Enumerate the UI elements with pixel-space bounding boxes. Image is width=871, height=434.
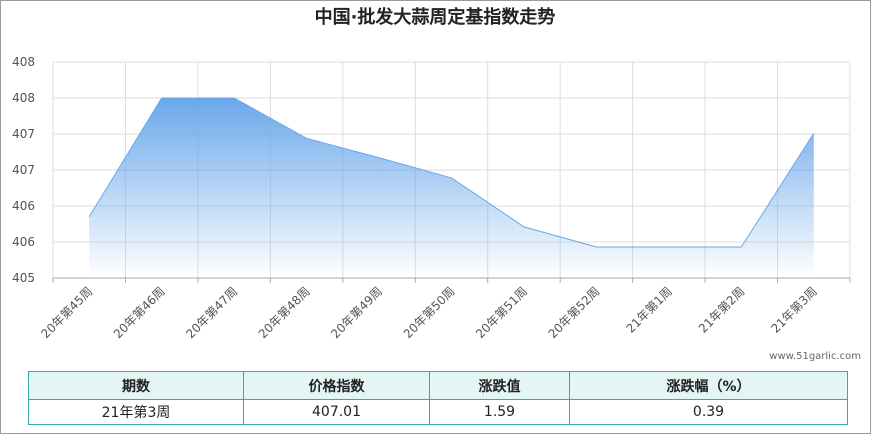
y-tick-label: 408	[12, 91, 35, 105]
line	[88, 97, 815, 248]
y-tick-label: 408	[12, 55, 35, 69]
x-tick-label: 20年第52周	[546, 284, 603, 341]
data-row: 21年第3周 407.01 1.59 0.39	[28, 399, 848, 425]
x-tick-label: 20年第51周	[473, 284, 530, 341]
x-tick-label: 20年第46周	[111, 284, 168, 341]
chart-title: 中国·批发大蒜周定基指数走势	[315, 6, 556, 28]
area	[89, 98, 814, 278]
header-cell: 价格指数	[243, 371, 430, 400]
y-tick-label: 406	[12, 235, 35, 249]
header-cell: 涨跌值	[429, 371, 570, 400]
summary-table: 期数 价格指数 涨跌值 涨跌幅（%） 21年第3周 407.01 1.59 0.…	[28, 371, 848, 425]
cell: 0.39	[569, 399, 848, 425]
chart: 中国·批发大蒜周定基指数走势 www.51garlic.com 405 406 40…	[12, 6, 861, 362]
watermark: www.51garlic.com	[769, 351, 861, 362]
x-tick-label: 20年第47周	[183, 284, 240, 341]
x-tick-label: 21年第3周	[768, 284, 820, 336]
y-tick-label: 407	[12, 127, 35, 141]
x-tick-label: 20年第45周	[38, 284, 95, 341]
y-tick-label: 406	[12, 199, 35, 213]
x-tick-label: 21年第2周	[696, 284, 748, 336]
cell: 1.59	[429, 399, 570, 425]
header-cell: 期数	[28, 371, 244, 400]
header-row: 期数 价格指数 涨跌值 涨跌幅（%）	[28, 371, 848, 400]
x-tick-label: 21年第1周	[623, 284, 675, 336]
x-tick-label: 20年第50周	[401, 284, 458, 341]
x-tick-label: 20年第48周	[256, 284, 313, 341]
cell: 21年第3周	[28, 399, 244, 425]
cell: 407.01	[243, 399, 430, 425]
y-tick-label: 405	[12, 271, 35, 285]
x-tick-label: 20年第49周	[328, 284, 385, 341]
header-cell: 涨跌幅（%）	[569, 371, 848, 400]
y-tick-label: 407	[12, 163, 35, 177]
